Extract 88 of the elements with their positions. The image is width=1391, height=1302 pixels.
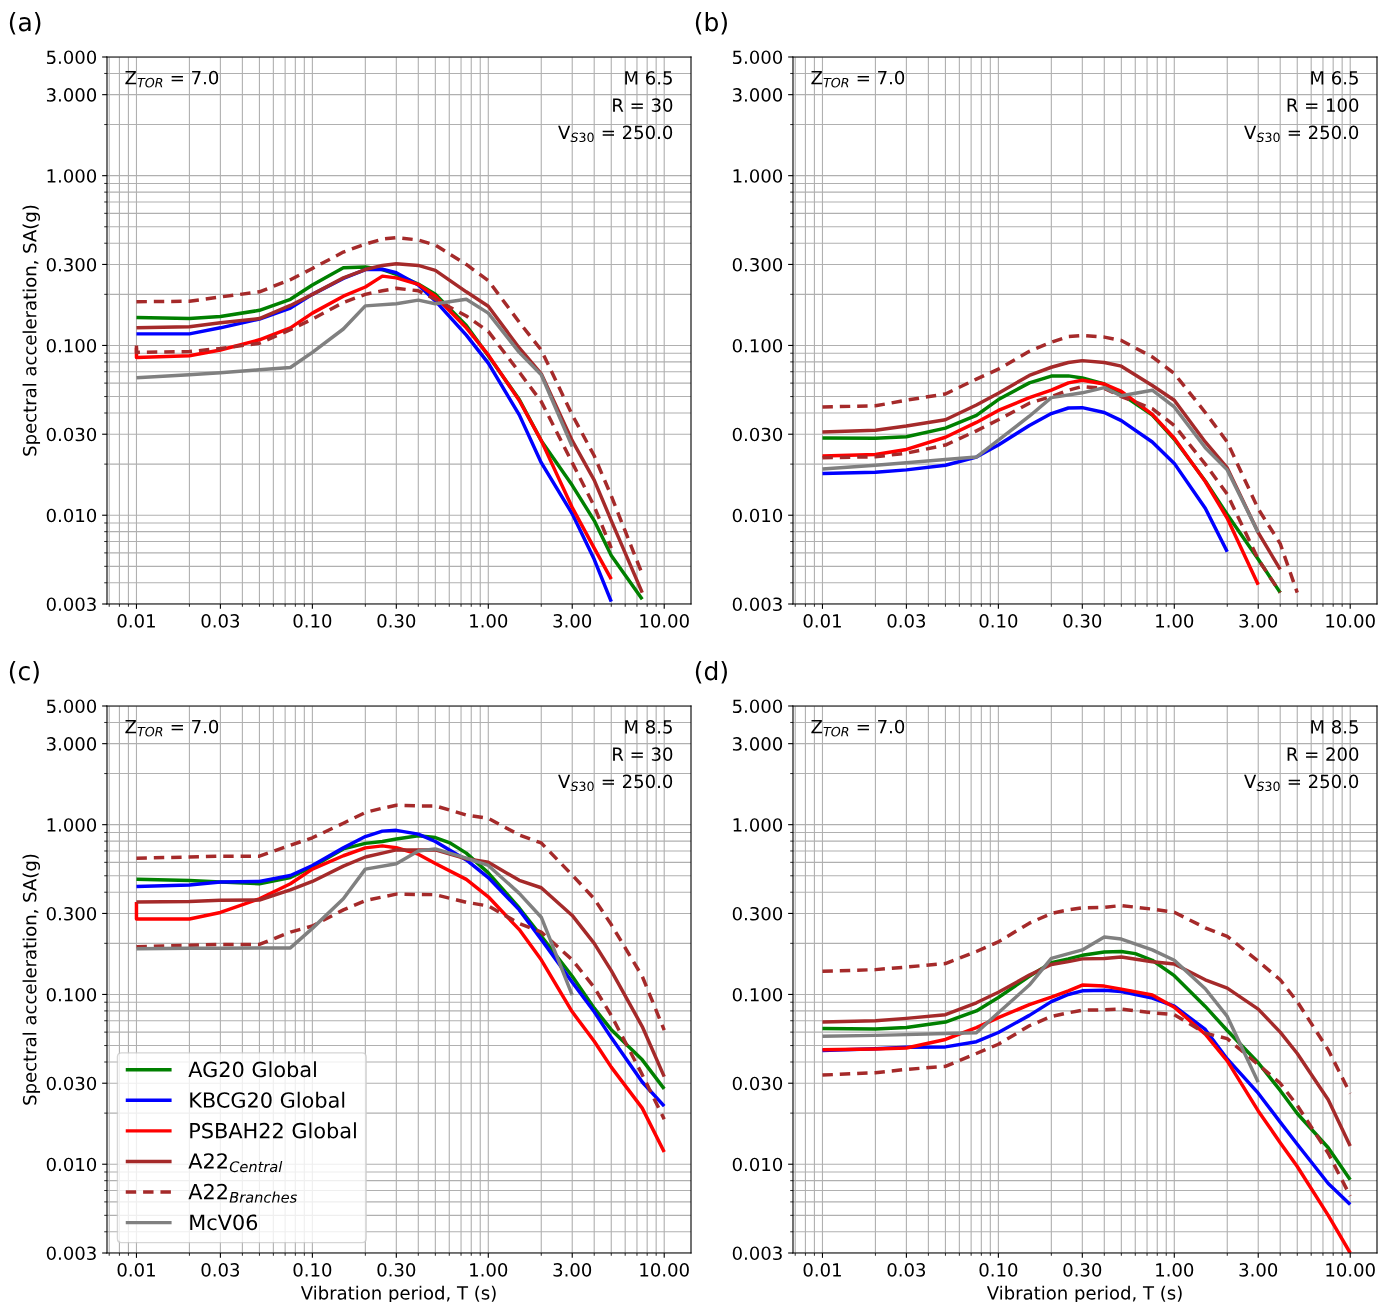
x-tick-label: 1.00	[470, 614, 508, 628]
y-tick-label: 0.003	[732, 1246, 782, 1261]
y-tick-label: 0.003	[46, 597, 96, 612]
annotation: M 8.5	[625, 719, 672, 734]
y-tick-label: 1.000	[733, 818, 783, 832]
annotation: M 6.5	[625, 70, 672, 85]
text: (d)	[695, 661, 727, 684]
x-tick-label: 0.10	[293, 614, 332, 628]
y-tick-label: 5.000	[46, 50, 97, 65]
y-tick-label: 0.300	[732, 906, 783, 921]
x-tick-label: 0.30	[1063, 614, 1102, 628]
annotation: M 8.5	[1311, 719, 1358, 734]
y-tick-label: 3.000	[46, 88, 97, 102]
y-tick-label: 3.000	[732, 737, 783, 751]
x-tick-label: 1.00	[1156, 614, 1194, 628]
y-tick-label: 3.000	[732, 88, 783, 102]
x-tick-label: 0.03	[887, 614, 926, 628]
x-tick-label: 10.00	[1326, 1263, 1375, 1277]
legend-label: KBCG20 Global	[190, 1091, 345, 1108]
annotation: M 6.5	[1311, 70, 1358, 85]
y-tick-label: 1.000	[47, 818, 97, 832]
y-tick-label: 5.000	[732, 699, 783, 714]
x-tick-label: 1.00	[470, 1263, 508, 1277]
y-tick-label: 0.100	[46, 987, 97, 1002]
y-tick-label: 0.030	[46, 427, 97, 442]
x-tick-label: 0.30	[377, 1263, 416, 1277]
y-tick-label: 0.010	[46, 508, 97, 523]
y-tick-label: 5.000	[732, 50, 783, 65]
annotation: R = 200	[1287, 747, 1359, 761]
annotation: Z$_{TOR}$ = 7.0	[125, 719, 219, 737]
legend-label: McV06	[190, 1214, 258, 1231]
x-tick-label: 0.03	[887, 1263, 926, 1277]
x-tick-label: 0.30	[377, 614, 416, 628]
text: (a)	[9, 12, 41, 35]
x-tick-label: 0.03	[201, 1263, 240, 1277]
x-tick-label: 3.00	[553, 614, 592, 628]
x-tick-label: 0.10	[979, 1263, 1018, 1277]
annotation: Z$_{TOR}$ = 7.0	[811, 719, 905, 737]
x-tick-label: 0.01	[803, 1263, 841, 1277]
annotation: R = 30	[613, 747, 673, 761]
y-axis-title: Spectral acceleration, SA(g)	[22, 854, 41, 1105]
x-tick-label: 10.00	[1326, 614, 1375, 628]
y-tick-label: 0.010	[732, 508, 783, 523]
y-tick-label: 0.003	[46, 1246, 96, 1261]
x-tick-label: 0.01	[117, 1263, 155, 1277]
legend-label: AG20 Global	[188, 1061, 316, 1078]
text: (c)	[9, 661, 39, 684]
x-tick-label: 3.00	[553, 1263, 592, 1277]
x-tick-label: 10.00	[640, 1263, 689, 1277]
text: (b)	[695, 12, 727, 35]
y-tick-label: 0.030	[46, 1076, 97, 1091]
annotation: V$_{S30}$ = 250.0	[558, 774, 673, 792]
y-tick-label: 0.030	[732, 427, 783, 442]
x-tick-label: 0.01	[803, 614, 841, 628]
annotation: V$_{S30}$ = 250.0	[558, 125, 673, 143]
annotation: Z$_{TOR}$ = 7.0	[811, 70, 905, 88]
y-tick-label: 1.000	[47, 169, 97, 183]
x-tick-label: 10.00	[640, 614, 689, 628]
annotation: V$_{S30}$ = 250.0	[1244, 125, 1359, 143]
annotation: R = 30	[613, 98, 673, 112]
y-axis-title: Spectral acceleration, SA(g)	[22, 205, 41, 456]
y-tick-label: 0.100	[732, 338, 783, 353]
y-tick-label: 0.300	[732, 257, 783, 272]
y-tick-label: 0.300	[46, 906, 97, 921]
x-tick-label: 3.00	[1239, 614, 1278, 628]
x-tick-label: 0.10	[293, 1263, 332, 1277]
x-tick-label: 3.00	[1239, 1263, 1278, 1277]
y-tick-label: 1.000	[733, 169, 783, 183]
y-tick-label: 0.100	[46, 338, 97, 353]
y-tick-label: 3.000	[46, 737, 97, 751]
x-tick-label: 0.10	[979, 614, 1018, 628]
x-tick-label: 1.00	[1156, 1263, 1194, 1277]
y-tick-label: 0.100	[732, 987, 783, 1002]
y-tick-label: 0.300	[46, 257, 97, 272]
legend-label: A22$_{Central}$	[188, 1153, 283, 1173]
legend-label: PSBAH22 Global	[190, 1122, 356, 1139]
annotation: V$_{S30}$ = 250.0	[1244, 774, 1359, 792]
x-tick-label: 0.03	[201, 614, 240, 628]
y-tick-label: 0.030	[732, 1076, 783, 1091]
y-tick-label: 0.003	[732, 597, 782, 612]
legend-label: A22$_{Branches}$	[188, 1183, 297, 1203]
annotation: Z$_{TOR}$ = 7.0	[125, 70, 219, 88]
y-tick-label: 0.010	[46, 1157, 97, 1172]
y-tick-label: 5.000	[46, 699, 97, 714]
annotation: R = 100	[1287, 98, 1359, 112]
x-tick-label: 0.01	[117, 614, 155, 628]
y-tick-label: 0.010	[732, 1157, 783, 1172]
x-tick-label: 0.30	[1063, 1263, 1102, 1277]
